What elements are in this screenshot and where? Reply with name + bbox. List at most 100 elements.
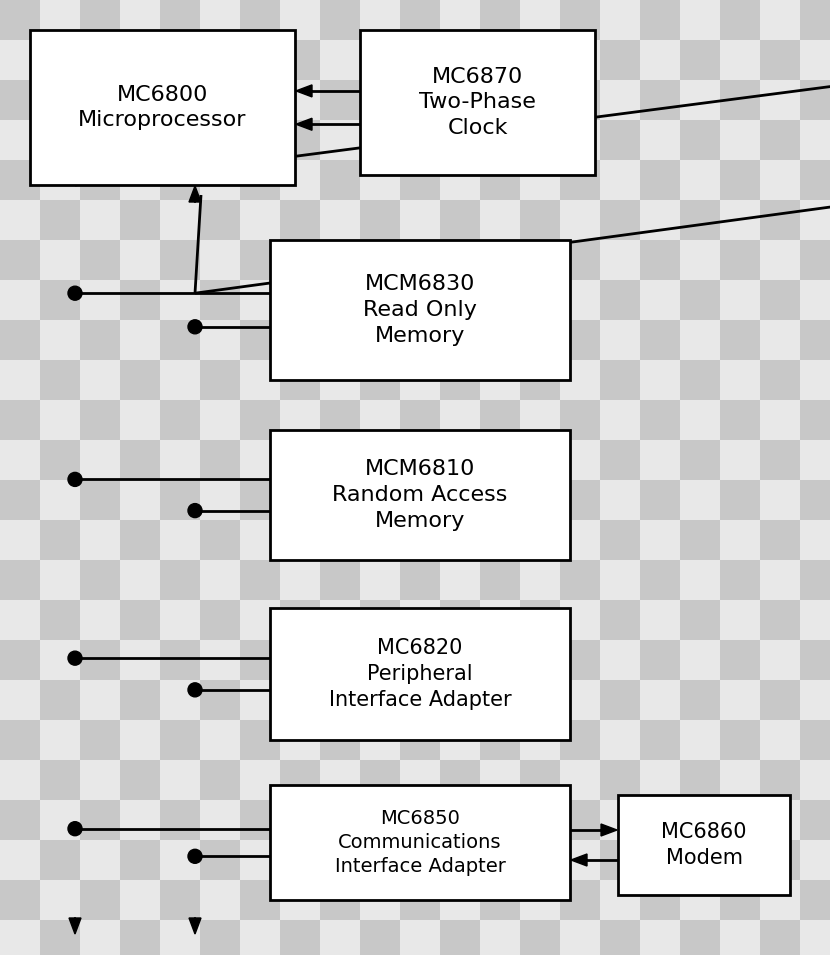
Bar: [640, 440, 680, 480]
Bar: [240, 120, 280, 160]
Bar: [280, 40, 320, 80]
Bar: [0, 760, 40, 800]
Bar: [520, 480, 560, 520]
Bar: [680, 720, 720, 760]
Bar: [440, 0, 480, 40]
Bar: [200, 760, 240, 800]
Bar: [400, 520, 440, 560]
Circle shape: [68, 286, 82, 300]
Bar: [800, 40, 830, 80]
Bar: [520, 200, 560, 240]
Bar: [240, 200, 280, 240]
Bar: [480, 920, 520, 955]
Bar: [640, 360, 680, 400]
Bar: [200, 440, 240, 480]
Bar: [600, 800, 640, 840]
Bar: [120, 0, 160, 40]
Bar: [600, 280, 640, 320]
Bar: [640, 800, 680, 840]
Bar: [160, 280, 200, 320]
Bar: [360, 760, 400, 800]
Bar: [400, 320, 440, 360]
Bar: [720, 800, 760, 840]
Bar: [600, 640, 640, 680]
Bar: [320, 200, 360, 240]
Bar: [200, 120, 240, 160]
Bar: [720, 840, 760, 880]
Bar: [80, 600, 120, 640]
Bar: [520, 680, 560, 720]
Bar: [40, 320, 80, 360]
Bar: [800, 160, 830, 200]
Bar: [560, 920, 600, 955]
Bar: [280, 840, 320, 880]
Bar: [720, 160, 760, 200]
Bar: [680, 640, 720, 680]
Bar: [640, 480, 680, 520]
Bar: [600, 480, 640, 520]
Bar: [160, 680, 200, 720]
Bar: [600, 120, 640, 160]
Bar: [400, 200, 440, 240]
Bar: [320, 120, 360, 160]
Text: MC6820
Peripheral
Interface Adapter: MC6820 Peripheral Interface Adapter: [329, 638, 511, 710]
Bar: [720, 400, 760, 440]
Bar: [120, 400, 160, 440]
Bar: [80, 680, 120, 720]
Bar: [720, 560, 760, 600]
Bar: [200, 400, 240, 440]
Bar: [640, 520, 680, 560]
Bar: [200, 640, 240, 680]
Bar: [400, 600, 440, 640]
Bar: [640, 880, 680, 920]
Bar: [120, 680, 160, 720]
Bar: [0, 0, 40, 40]
Bar: [520, 80, 560, 120]
Bar: [440, 40, 480, 80]
Bar: [480, 560, 520, 600]
Bar: [720, 0, 760, 40]
Bar: [240, 400, 280, 440]
Bar: [560, 440, 600, 480]
Bar: [0, 920, 40, 955]
Bar: [720, 120, 760, 160]
Bar: [280, 240, 320, 280]
Bar: [280, 680, 320, 720]
Bar: [760, 480, 800, 520]
Bar: [320, 80, 360, 120]
Bar: [680, 760, 720, 800]
Bar: [280, 440, 320, 480]
Bar: [320, 720, 360, 760]
Bar: [720, 720, 760, 760]
Bar: [240, 40, 280, 80]
Bar: [360, 400, 400, 440]
Bar: [40, 200, 80, 240]
Bar: [600, 200, 640, 240]
Bar: [160, 880, 200, 920]
Bar: [80, 480, 120, 520]
Bar: [760, 0, 800, 40]
Bar: [680, 920, 720, 955]
Bar: [40, 920, 80, 955]
Bar: [280, 800, 320, 840]
Bar: [320, 600, 360, 640]
Bar: [40, 240, 80, 280]
Bar: [480, 800, 520, 840]
Bar: [0, 200, 40, 240]
Bar: [280, 480, 320, 520]
Bar: [720, 440, 760, 480]
Bar: [560, 240, 600, 280]
Bar: [320, 680, 360, 720]
Bar: [680, 40, 720, 80]
Bar: [360, 880, 400, 920]
Bar: [640, 160, 680, 200]
Bar: [80, 760, 120, 800]
Bar: [680, 800, 720, 840]
Bar: [160, 720, 200, 760]
Bar: [440, 880, 480, 920]
Bar: [360, 360, 400, 400]
Bar: [80, 720, 120, 760]
Bar: [480, 600, 520, 640]
Bar: [120, 120, 160, 160]
Bar: [600, 880, 640, 920]
